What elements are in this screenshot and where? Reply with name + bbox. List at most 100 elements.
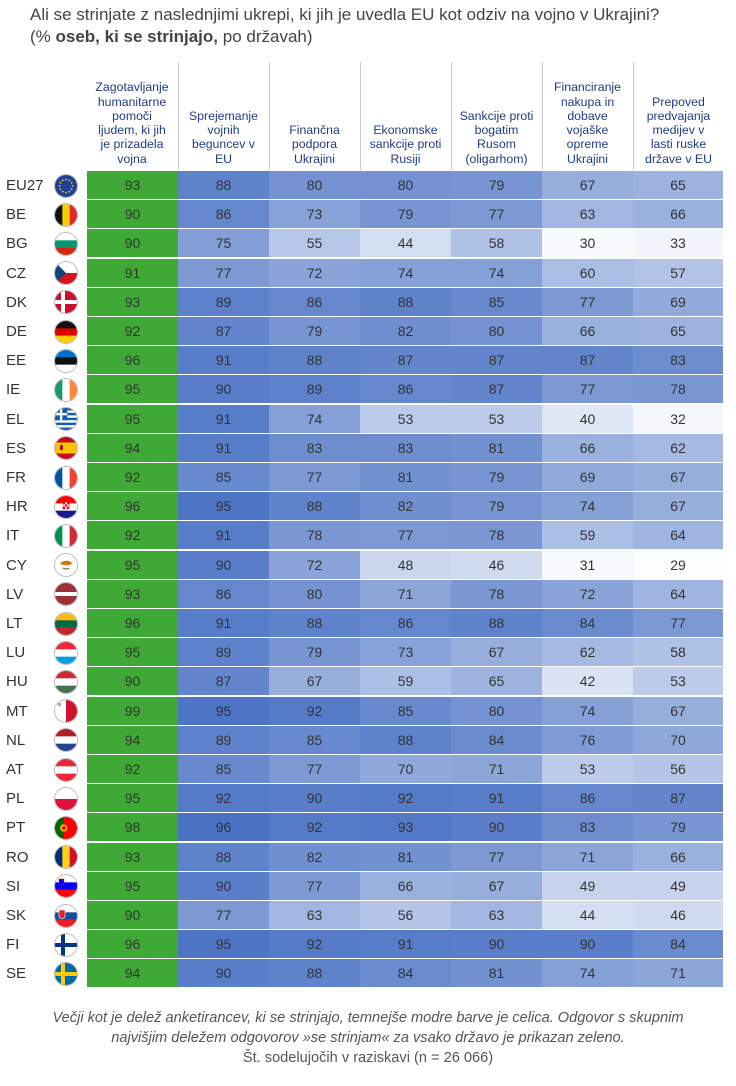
table-cell-fr-2: 85 xyxy=(178,463,269,491)
table-cell-eu27-7: 65 xyxy=(633,171,723,199)
footer-line-2: najvišjim deležem odgovorov »se strinjam… xyxy=(111,1030,625,1046)
column-header-line: vojnih xyxy=(207,123,240,138)
table-cell-de-3: 79 xyxy=(269,317,360,345)
table-cell-es-2: 91 xyxy=(178,433,269,462)
slovakia-flag-icon xyxy=(55,904,77,927)
lithuania-flag-icon xyxy=(55,612,77,635)
column-header-line: Ukrajini xyxy=(567,151,608,166)
table-cell-ee-6: 87 xyxy=(542,346,633,375)
table-cell-it-6: 59 xyxy=(542,521,633,550)
table-cell-es-7: 62 xyxy=(633,433,723,462)
table-cell-el-3: 74 xyxy=(269,404,360,433)
bulgaria-flag-icon xyxy=(55,232,77,255)
table-cell-sk-3: 63 xyxy=(269,901,360,929)
row-label-fi: FI xyxy=(6,936,20,954)
table-cell-be-7: 66 xyxy=(633,200,723,229)
column-header-text: Ekonomske sankcije proti Rusiji xyxy=(370,123,442,166)
table-cell-lt-4: 86 xyxy=(360,609,451,637)
table-cell-dk-7: 69 xyxy=(633,287,723,316)
table-cell-it-2: 91 xyxy=(178,521,269,550)
row-label-ie: IE xyxy=(6,381,21,399)
table-cell-nl-1: 94 xyxy=(87,725,178,754)
germany-flag-icon xyxy=(55,320,77,343)
table-cell-fi-2: 95 xyxy=(178,930,269,959)
france-flag-icon xyxy=(55,466,77,489)
table-cell-cz-6: 60 xyxy=(542,258,633,287)
table-cell-el-7: 32 xyxy=(633,404,723,433)
table-cell-el-2: 91 xyxy=(178,404,269,433)
table-cell-se-7: 71 xyxy=(633,959,723,988)
table-cell-nl-6: 76 xyxy=(542,725,633,754)
row-label-nl: NL xyxy=(6,731,26,749)
cyprus-flag-icon xyxy=(55,554,77,577)
row-label-el: EL xyxy=(6,410,25,428)
slovenia-flag-icon xyxy=(55,875,77,898)
table-cell-se-3: 88 xyxy=(269,959,360,988)
table-cell-se-4: 84 xyxy=(360,959,451,988)
table-cell-ro-3: 82 xyxy=(269,842,360,871)
table-cell-lv-1: 93 xyxy=(87,579,178,608)
row-label-pl: PL xyxy=(6,790,25,808)
table-cell-hr-6: 74 xyxy=(542,492,633,521)
table-cell-fi-4: 91 xyxy=(360,930,451,959)
title-prefix: (% xyxy=(30,27,56,46)
table-cell-it-7: 64 xyxy=(633,521,723,550)
table-cell-at-2: 85 xyxy=(178,755,269,783)
table-cell-de-7: 65 xyxy=(633,317,723,345)
column-header-7: Prepoved predvajanja medijev v lasti ruske d… xyxy=(633,62,723,170)
table-cell-el-5: 53 xyxy=(451,404,542,433)
table-cell-si-4: 66 xyxy=(360,871,451,900)
table-cell-es-1: 94 xyxy=(87,433,178,462)
table-cell-mt-7: 67 xyxy=(633,696,723,725)
table-cell-ie-3: 89 xyxy=(269,375,360,404)
table-cell-bg-1: 90 xyxy=(87,229,178,258)
column-header-line: podpora xyxy=(291,137,338,152)
column-header-line: predvajanja xyxy=(646,108,711,123)
table-cell-eu27-4: 80 xyxy=(360,171,451,199)
table-cell-dk-1: 93 xyxy=(87,287,178,316)
column-header-3: Finančna podpora Ukrajini xyxy=(269,62,359,170)
title-line-2: (% oseb, ki se strinjajo, po državah) xyxy=(30,26,730,48)
table-cell-de-1: 92 xyxy=(87,317,178,345)
table-cell-es-4: 83 xyxy=(360,433,451,462)
table-cell-ie-5: 87 xyxy=(451,375,542,404)
table-cell-mt-6: 74 xyxy=(542,696,633,725)
table-cell-nl-2: 89 xyxy=(178,725,269,754)
column-header-line: je prizadela xyxy=(100,137,164,152)
column-header-text: Sankcije proti bogatim Rusom (oligarhom) xyxy=(460,109,534,166)
column-header-line: Rusiji xyxy=(390,151,421,166)
table-cell-pl-5: 91 xyxy=(451,784,542,813)
row-label-lv: LV xyxy=(6,585,24,603)
table-cell-lu-3: 79 xyxy=(269,638,360,667)
table-cell-be-6: 63 xyxy=(542,200,633,229)
column-header-line: države v EU xyxy=(645,151,712,166)
table-cell-sk-1: 90 xyxy=(87,901,178,929)
row-label-cy: CY xyxy=(6,556,27,574)
table-cell-ro-7: 66 xyxy=(633,842,723,871)
table-cell-at-1: 92 xyxy=(87,755,178,783)
footer-note: Večji kot je delež anketirancev, ki se s… xyxy=(10,1008,726,1068)
table-cell-cz-3: 72 xyxy=(269,258,360,287)
table-cell-lu-1: 95 xyxy=(87,638,178,667)
latvia-flag-icon xyxy=(55,583,77,606)
table-cell-fi-3: 92 xyxy=(269,930,360,959)
table-cell-ro-6: 71 xyxy=(542,842,633,871)
romania-flag-icon xyxy=(55,846,77,869)
table-cell-bg-3: 55 xyxy=(269,229,360,258)
column-header-line: humanitarne xyxy=(97,94,167,109)
table-cell-lv-3: 80 xyxy=(269,579,360,608)
table-cell-it-1: 92 xyxy=(87,521,178,550)
table-cell-lt-3: 88 xyxy=(269,609,360,637)
column-header-6: Financiranje nakupa in dobave vojaške opreme… xyxy=(542,62,632,170)
column-header-text: Financiranje nakupa in dobave vojaške opreme… xyxy=(554,80,621,166)
column-header-line: Ekonomske xyxy=(373,123,438,138)
table-cell-it-4: 77 xyxy=(360,521,451,550)
table-cell-de-4: 82 xyxy=(360,317,451,345)
table-cell-se-5: 81 xyxy=(451,959,542,988)
row-label-de: DE xyxy=(6,323,27,340)
table-cell-pt-3: 92 xyxy=(269,813,360,842)
column-header-line: ljudem, ki jih xyxy=(98,123,166,138)
table-cell-eu27-3: 80 xyxy=(269,171,360,199)
table-cell-pl-6: 86 xyxy=(542,784,633,813)
table-cell-pt-2: 96 xyxy=(178,813,269,842)
